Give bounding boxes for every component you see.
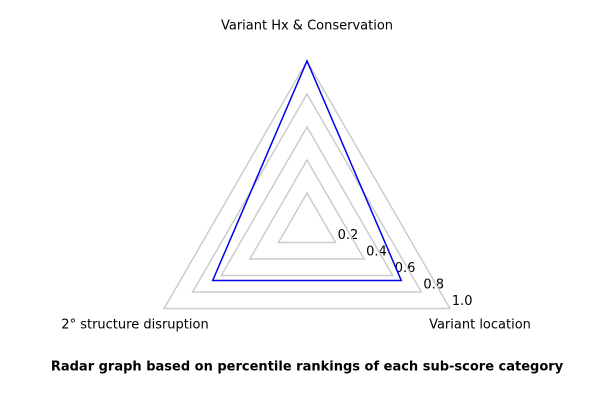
axis-label: Variant location [429, 318, 531, 333]
grid-ring [162, 59, 452, 310]
axis-label: Variant Hx & Conservation [221, 19, 393, 34]
axis-label: 2° structure disruption [61, 318, 208, 333]
grid-ring [219, 125, 395, 277]
chart-title: Radar graph based on percentile rankings… [51, 360, 564, 375]
r-tick-label: 1.0 [452, 294, 473, 309]
grid-ring [277, 191, 337, 244]
grid-ring [248, 158, 366, 260]
data-line [211, 59, 403, 282]
